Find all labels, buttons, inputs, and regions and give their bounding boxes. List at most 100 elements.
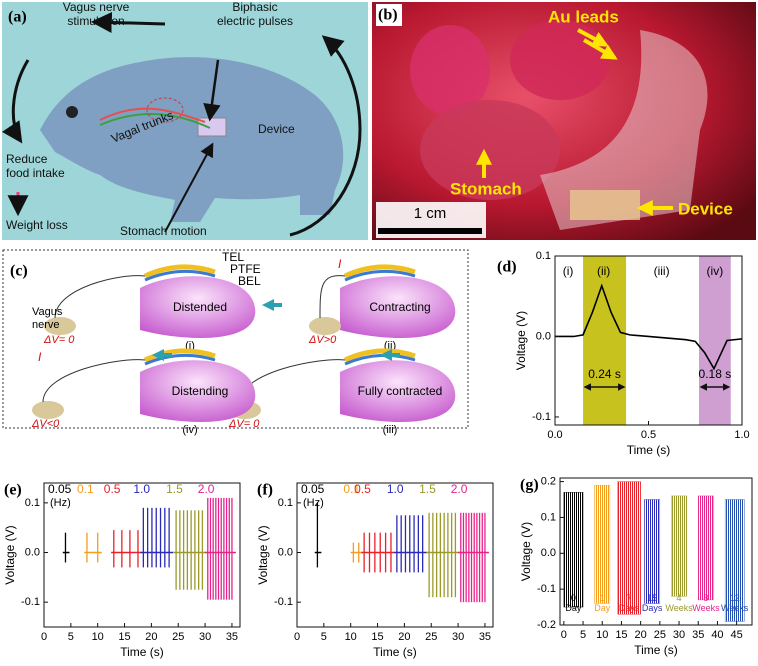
stomach	[140, 360, 256, 422]
legend-label: 0.05	[301, 482, 325, 496]
x-tick-label: 25	[654, 629, 666, 641]
x-axis-label: Time (s)	[120, 645, 164, 659]
state-label: Fully contracted	[358, 384, 443, 398]
legend-label: 0.5	[354, 482, 371, 496]
signal-range	[617, 481, 641, 615]
y-tick-label: -0.1	[537, 583, 556, 595]
x-axis-label: Time (s)	[634, 643, 678, 657]
x-tick-label: 10	[92, 631, 104, 643]
device-layers	[143, 348, 216, 363]
legend-label: 8 Weeks	[692, 593, 720, 613]
legend-label: 1.5	[419, 482, 436, 496]
vagal-trunk	[99, 112, 211, 129]
duration-label: 0.24 s	[588, 367, 621, 381]
signal-range	[644, 499, 661, 604]
legend-label: 0 Day	[565, 593, 582, 613]
wire	[319, 275, 346, 319]
x-tick-label: 1.0	[734, 429, 749, 441]
legend-label: 0.1	[77, 482, 94, 496]
x-tick-label: 5	[321, 631, 327, 643]
panel-tag: (d)	[497, 259, 517, 276]
x-tick-label: 0.0	[547, 429, 562, 441]
signal-range	[594, 484, 611, 604]
x-tick-label: 15	[118, 631, 130, 643]
x-tick-label: 20	[398, 631, 410, 643]
voltage-line	[555, 283, 743, 371]
x-tick-label: 25	[172, 631, 184, 643]
voltage-label: ΔV= 0	[43, 334, 75, 346]
label: Reduce	[6, 152, 48, 166]
x-tick-label: 40	[711, 629, 723, 641]
nerve-end	[32, 401, 64, 419]
pulse-arrow	[203, 59, 221, 122]
tissue	[410, 25, 490, 115]
step-label: (iii)	[383, 424, 398, 436]
stomach	[340, 360, 456, 422]
nerve-label: nerve	[32, 319, 60, 331]
device-layers	[344, 353, 416, 366]
x-tick-label: 15	[371, 631, 383, 643]
label: Au leads	[548, 7, 619, 26]
legend-label: 4 Weeks	[665, 593, 693, 613]
label: Weight loss	[6, 218, 68, 232]
nerve-end	[44, 317, 76, 335]
mouse-body	[40, 57, 344, 222]
nerve-zoom	[146, 97, 184, 123]
x-tick-label: 5	[68, 631, 74, 643]
panel-a: (a) Vagus nerve stimulation Biphasic ele…	[1, 0, 368, 240]
plot-frame	[296, 482, 494, 628]
panel-tag: (e)	[4, 482, 22, 499]
legend-label: 15 Days	[642, 593, 663, 613]
label: Stomach	[450, 179, 522, 198]
stomach	[340, 276, 456, 338]
x-tick-label: 20	[635, 629, 647, 641]
step-label: (iv)	[182, 424, 197, 436]
voltage-label: ΔV>0	[308, 334, 337, 346]
y-tick-label: 0.2	[541, 475, 556, 487]
lead-arrow	[582, 38, 618, 60]
x-tick-label: 45	[731, 629, 743, 641]
y-tick-label: -0.1	[21, 596, 40, 608]
label: Biphasic	[232, 0, 277, 14]
wire	[42, 359, 146, 403]
signal-range	[563, 492, 584, 608]
panel-tag: (g)	[520, 477, 539, 494]
cycle-arrow	[262, 299, 282, 311]
x-tick-label: 10	[345, 631, 357, 643]
current-label: I	[38, 350, 42, 364]
label: Device	[678, 199, 733, 218]
signal-range	[671, 495, 687, 597]
device-layers	[344, 269, 416, 282]
mouse-eye	[66, 106, 78, 118]
x-tick-label: 10	[596, 629, 608, 641]
y-tick-label: -0.1	[532, 411, 551, 423]
y-tick-label: 0.1	[536, 250, 551, 262]
y-tick-label: 0.0	[541, 547, 556, 559]
panel-b: (b) Au leads Stomach Device 1 cm	[372, 2, 756, 240]
region-label: (ii)	[597, 264, 610, 278]
step-label: (i)	[185, 340, 195, 352]
vagal-trunk	[99, 107, 206, 123]
stomach-arrow	[164, 142, 214, 233]
panel-c-frame	[2, 249, 469, 429]
region-label: (i)	[563, 264, 574, 278]
x-tick-label: 30	[199, 631, 211, 643]
state-label: Distending	[172, 384, 229, 398]
current-label: I	[338, 257, 342, 271]
wire	[239, 359, 346, 403]
panel-tag: (c)	[10, 263, 28, 280]
flow-arrow	[289, 35, 362, 237]
legend-label: 2.0	[198, 482, 215, 496]
region-label: (iii)	[654, 264, 670, 278]
device-layers	[343, 348, 416, 363]
device-layers	[144, 269, 216, 282]
y-tick-label: -0.2	[537, 619, 556, 631]
x-tick-label: 0	[294, 631, 300, 643]
panel-c: (c) Distended(i)ΔV= 0Contracting(ii)ΔV>0…	[2, 249, 469, 436]
y-tick-label: 0.1	[25, 497, 40, 509]
y-tick-label: 0.1	[278, 497, 293, 509]
y-axis-label: Voltage (V)	[256, 525, 270, 584]
label: electric pulses	[217, 14, 293, 28]
legend-label: 7 Days	[619, 593, 640, 613]
